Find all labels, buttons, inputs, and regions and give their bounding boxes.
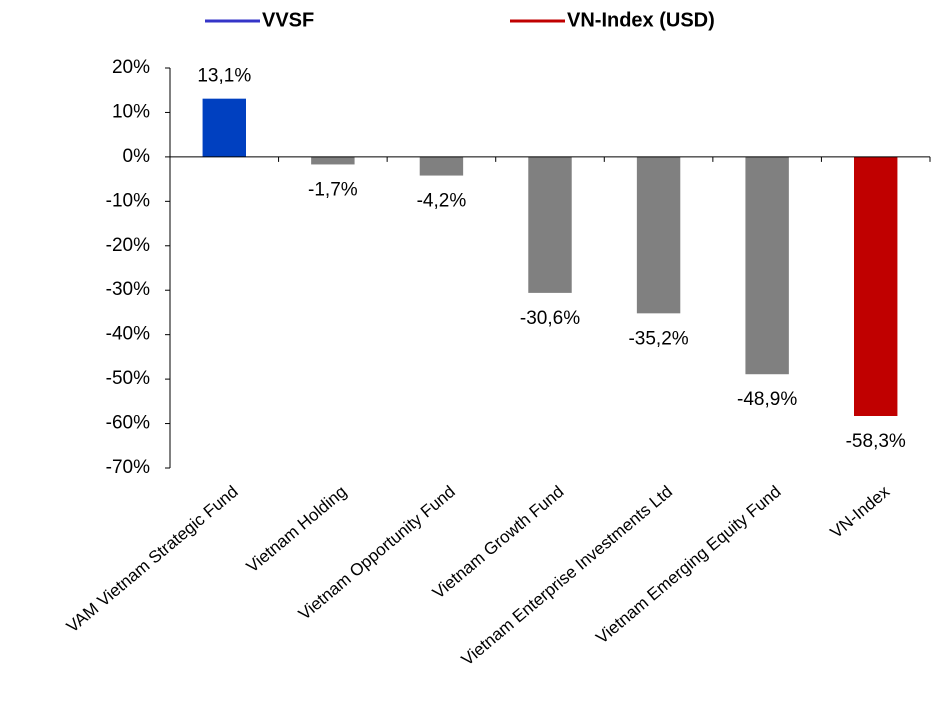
bar xyxy=(636,156,681,314)
y-tick-label: -20% xyxy=(106,235,150,256)
y-tick-label: -60% xyxy=(106,413,150,434)
x-tick-label: Vietnam Emerging Equity Fund xyxy=(592,482,784,648)
legend-label: VN-Index (USD) xyxy=(567,9,715,31)
y-tick-label: -10% xyxy=(106,190,150,211)
y-tick-label: -70% xyxy=(106,457,150,478)
y-tick-label: 0% xyxy=(123,146,151,167)
x-tick-label: Vietnam Holding xyxy=(243,482,351,577)
value-label: -1,7% xyxy=(308,179,358,200)
legend-label: VVSF xyxy=(262,9,314,31)
bar xyxy=(202,98,246,157)
value-label: -58,3% xyxy=(846,431,906,452)
y-tick-label: 20% xyxy=(112,57,150,78)
value-label: -35,2% xyxy=(628,328,688,349)
x-tick-label: VAM Vietnam Strategic Fund xyxy=(63,482,242,636)
value-label: -30,6% xyxy=(520,308,580,329)
y-tick-label: -30% xyxy=(106,279,150,300)
value-label: 13,1% xyxy=(197,66,251,87)
bar xyxy=(419,156,464,176)
y-tick-label: 10% xyxy=(112,101,150,122)
value-label: -4,2% xyxy=(417,191,467,212)
x-tick-label: VN-Index xyxy=(827,482,894,542)
value-label: -48,9% xyxy=(737,389,797,410)
y-tick-label: -50% xyxy=(106,368,150,389)
bar xyxy=(528,156,572,293)
x-tick-label: Vietnam Enterprise Investments Ltd xyxy=(458,482,676,669)
bar xyxy=(745,156,789,375)
bar xyxy=(311,156,355,165)
y-tick-label: -40% xyxy=(106,324,150,345)
bar xyxy=(854,156,898,416)
